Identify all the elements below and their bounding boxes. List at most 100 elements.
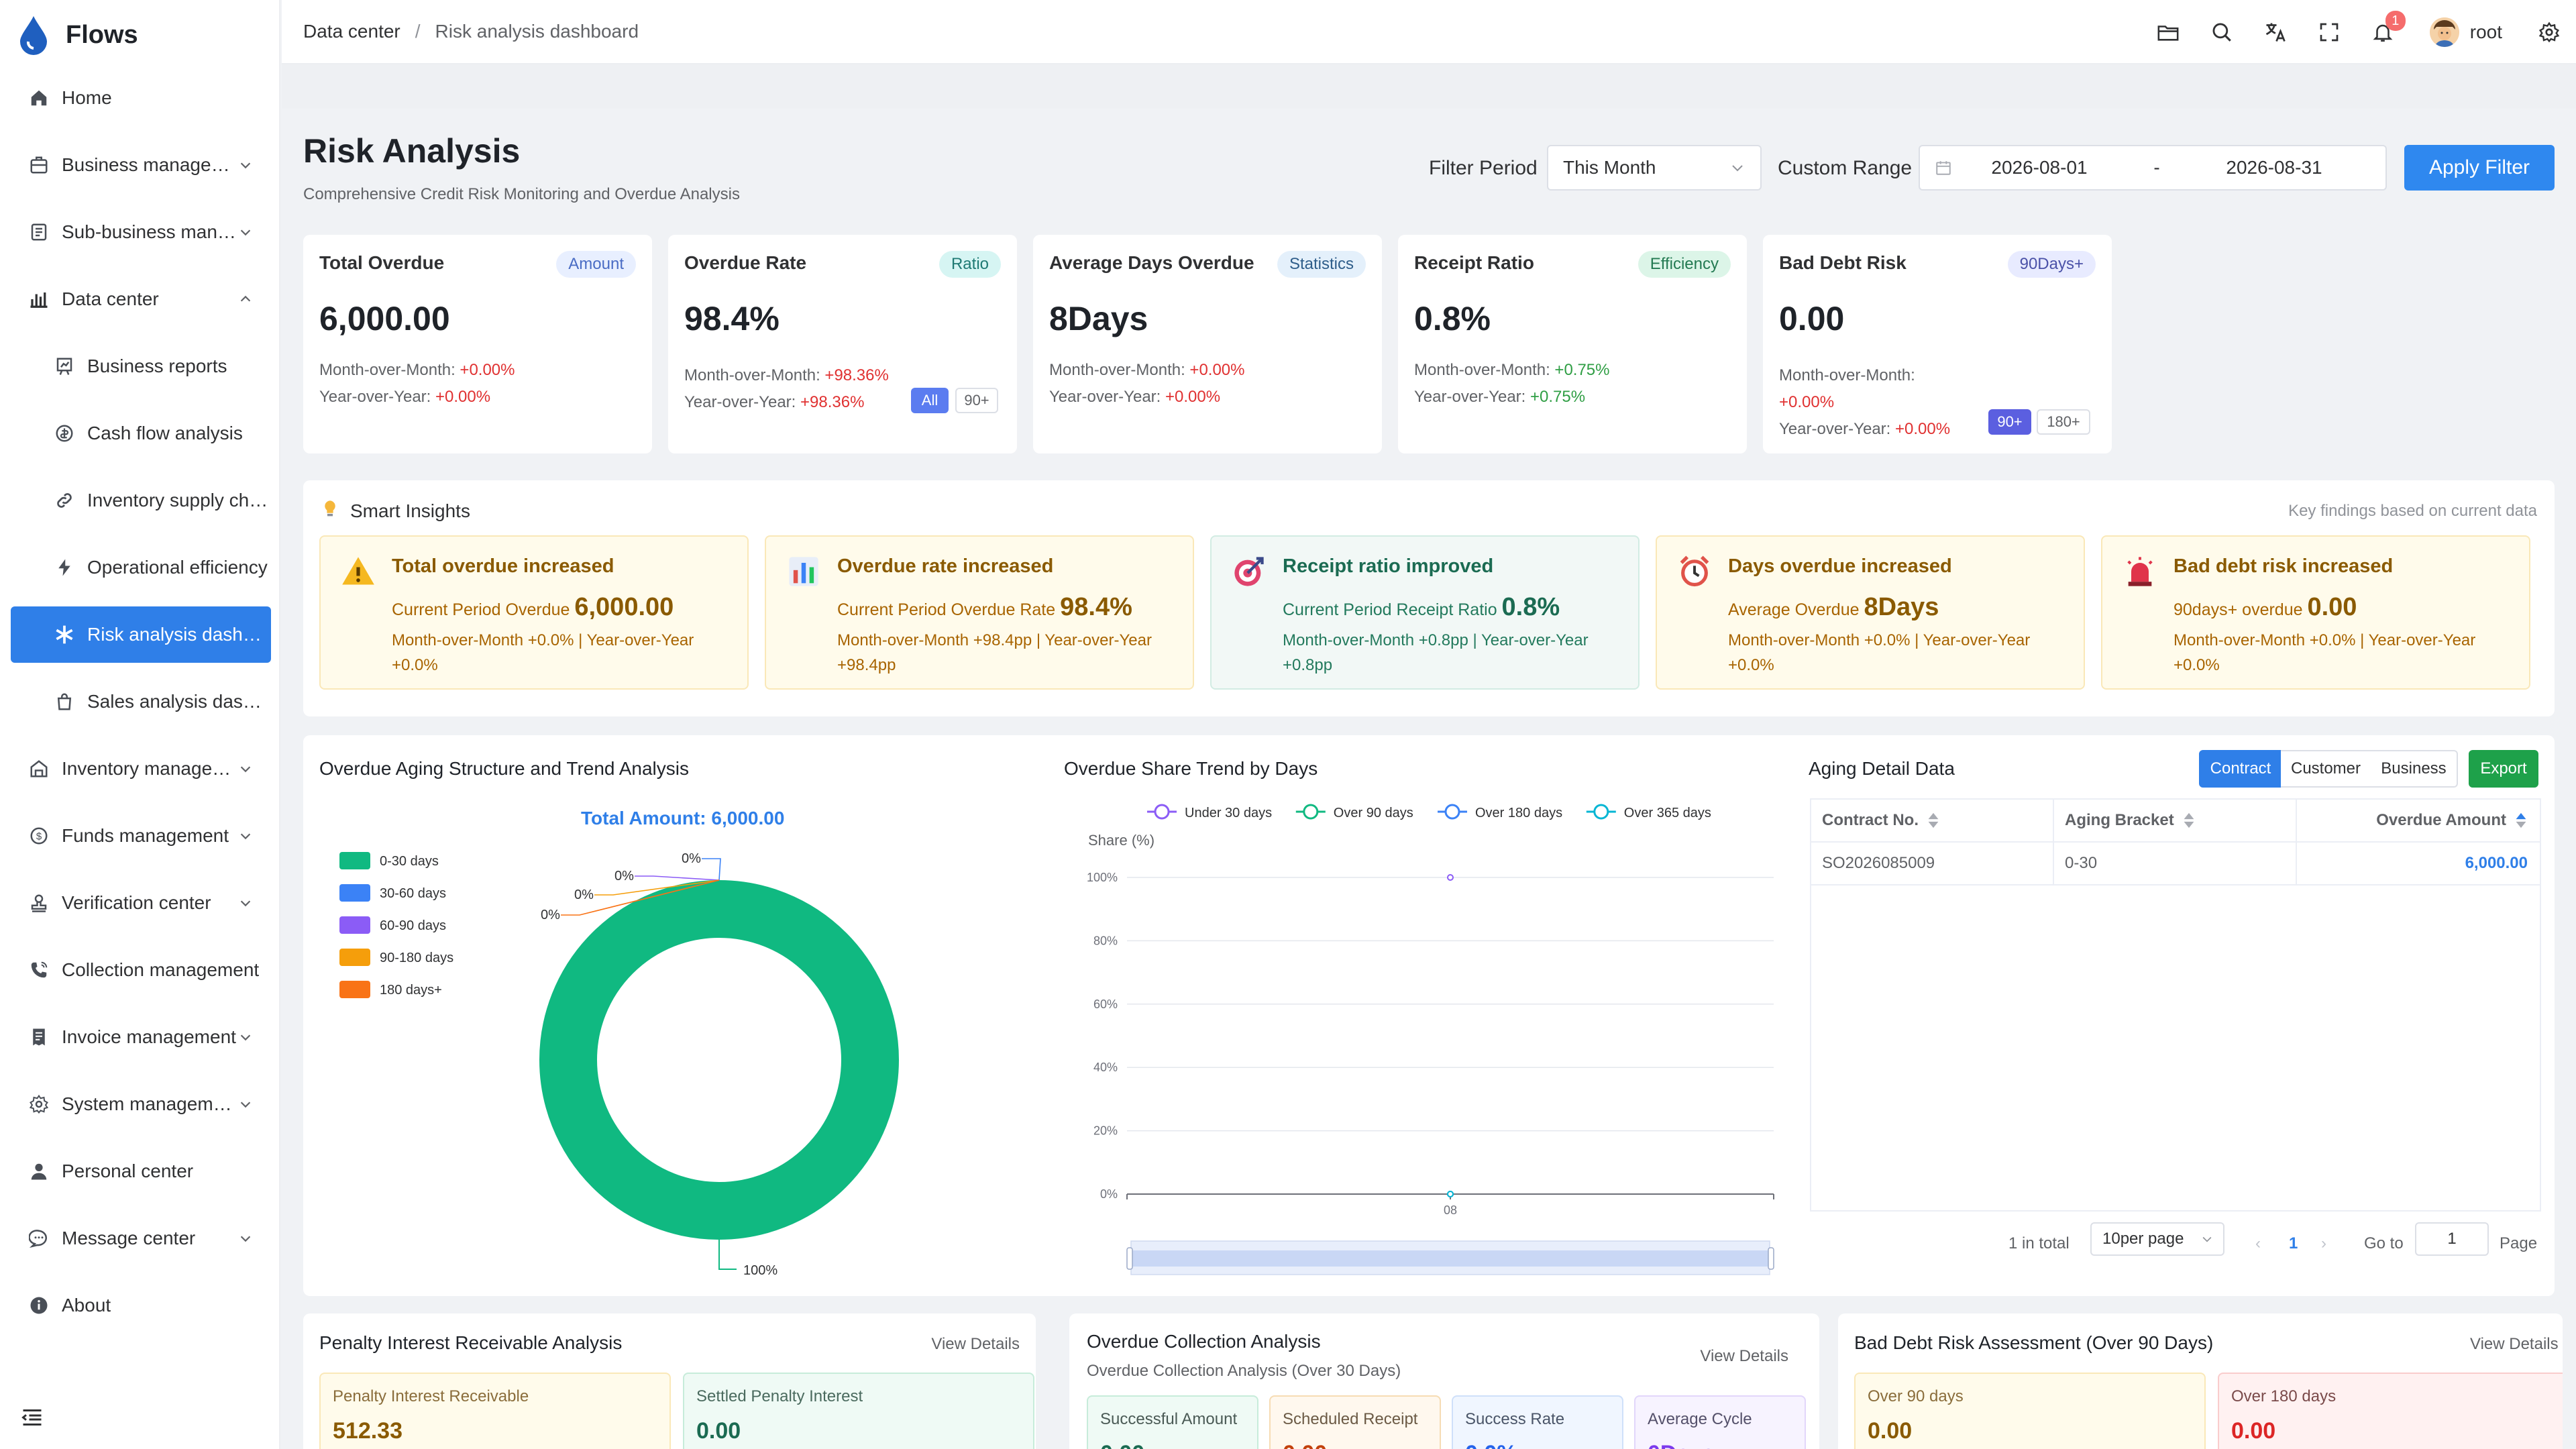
panel-subtitle: Overdue Collection Analysis (Over 30 Day… xyxy=(1087,1362,1401,1380)
slice-value-label: 0% xyxy=(574,888,594,902)
filter-period-value: This Month xyxy=(1563,157,1656,178)
column-header-aging-bracket[interactable]: Aging Bracket xyxy=(2054,800,2297,843)
sidebar-item-cash-flow-analysis[interactable]: Cash flow analysis xyxy=(11,405,271,462)
card-value: 0.00 xyxy=(1868,1418,1913,1444)
breadcrumb-item-data-center[interactable]: Data center xyxy=(303,21,400,42)
next-page-icon[interactable]: › xyxy=(2321,1234,2326,1252)
table-cell-overdue-amount[interactable]: 6,000.00 xyxy=(2297,843,2540,885)
bar-chart-icon xyxy=(27,287,51,311)
insight-card: Overdue rate increased Current Period Ov… xyxy=(765,535,1194,690)
insight-card: Bad debt risk increased 90days+ overdue … xyxy=(2101,535,2530,690)
collapse-sidebar-icon[interactable] xyxy=(20,1405,44,1430)
view-details-link[interactable]: View Details xyxy=(2470,1335,2559,1353)
page-size-select[interactable]: 10per page xyxy=(2090,1222,2224,1256)
legend-label: Under 30 days xyxy=(1185,806,1272,820)
legend-marker xyxy=(1154,804,1170,820)
sidebar-item-operational-efficiency[interactable]: Operational efficiency xyxy=(11,539,271,596)
sidebar-item-business-management[interactable]: Business management xyxy=(11,137,271,193)
sidebar-item-label: Verification center xyxy=(62,892,211,913)
sidebar-item-verification-center[interactable]: Verification center xyxy=(11,875,271,931)
legend-label: Over 90 days xyxy=(1334,806,1413,820)
filter-period-select[interactable]: This Month xyxy=(1547,145,1762,191)
shopping-bag-icon xyxy=(52,690,76,714)
legend-swatch xyxy=(339,949,370,966)
tab-business[interactable]: Business xyxy=(2371,750,2458,788)
sidebar-item-personal-center[interactable]: Personal center xyxy=(11,1143,271,1199)
view-details-link[interactable]: View Details xyxy=(931,1335,1020,1353)
filter-90-plus-toggle[interactable]: 90+ xyxy=(1988,409,2031,435)
view-details-link[interactable]: View Details xyxy=(1700,1347,1788,1365)
legend-label: Over 365 days xyxy=(1624,806,1711,820)
start-date[interactable]: 2026-08-01 xyxy=(1991,157,2088,178)
sidebar-item-message-center[interactable]: Message center xyxy=(11,1210,271,1267)
bad-debt-assessment-panel: Bad Debt Risk Assessment (Over 90 Days) … xyxy=(1838,1313,2563,1449)
card-value: 0.0% xyxy=(1465,1441,1517,1449)
legend-swatch xyxy=(339,852,370,869)
sidebar-item-label: Business management xyxy=(62,154,236,175)
user-icon xyxy=(27,1159,51,1183)
column-header-contract-no[interactable]: Contract No. xyxy=(1811,800,2054,843)
sidebar-item-risk-analysis-dashboard[interactable]: Risk analysis dashboard xyxy=(11,606,271,663)
kpi-title: Overdue Rate xyxy=(684,252,807,273)
filter-all-toggle[interactable]: All xyxy=(911,388,949,413)
asterisk-icon xyxy=(52,623,76,647)
page-number[interactable]: 1 xyxy=(2289,1234,2298,1252)
legend-label: Over 180 days xyxy=(1475,806,1562,820)
sidebar-item-system-management[interactable]: System management xyxy=(11,1076,271,1132)
sidebar-item-label: Home xyxy=(62,87,112,108)
sidebar-item-sub-business-management[interactable]: Sub-business management xyxy=(11,204,271,260)
filter-180-plus-toggle[interactable]: 180+ xyxy=(2037,409,2090,435)
tab-customer[interactable]: Customer xyxy=(2281,750,2372,788)
legend-label: 180 days+ xyxy=(380,983,442,998)
legend-swatch xyxy=(339,981,370,998)
sort-icon[interactable] xyxy=(1927,812,1940,829)
sidebar: Flows Home Business management Sub-busin… xyxy=(0,0,280,1449)
fullscreen-icon[interactable] xyxy=(2316,19,2343,46)
tabs-bar xyxy=(282,64,2576,109)
page-label: Page xyxy=(2500,1234,2538,1252)
kpi-badge: 90Days+ xyxy=(2007,251,2096,278)
y-tick-label: 80% xyxy=(1093,934,1118,947)
insight-prefix: Current Period Receipt Ratio xyxy=(1283,600,1497,619)
sidebar-item-invoice-management[interactable]: Invoice management xyxy=(11,1009,271,1065)
user-menu[interactable]: root xyxy=(2429,17,2502,47)
y-axis-label: Share (%) xyxy=(1088,832,1155,849)
sidebar-item-home[interactable]: Home xyxy=(11,70,271,126)
sidebar-item-business-reports[interactable]: Business reports xyxy=(11,338,271,394)
tab-contract[interactable]: Contract xyxy=(2199,750,2282,788)
sidebar-item-sales-analysis-dashboard[interactable]: Sales analysis dashboard xyxy=(11,674,271,730)
goto-page-input[interactable]: 1 xyxy=(2415,1222,2489,1256)
sidebar-item-data-center[interactable]: Data center xyxy=(11,271,271,327)
export-button[interactable]: Export xyxy=(2469,750,2538,788)
legend-label: 30-60 days xyxy=(380,886,446,901)
mom-value: +98.36% xyxy=(824,366,889,384)
over-90-days-card: Over 90 days 0.00 xyxy=(1854,1373,2206,1449)
card-value: 0.00 xyxy=(1100,1441,1144,1449)
insights-note: Key findings based on current data xyxy=(2288,502,2537,520)
translate-icon[interactable] xyxy=(2262,19,2289,46)
notification-bell-icon[interactable]: 1 xyxy=(2369,11,2406,46)
sidebar-item-about[interactable]: About xyxy=(11,1277,271,1334)
insight-prefix: Current Period Overdue xyxy=(392,600,570,619)
panel-title: Overdue Collection Analysis xyxy=(1087,1331,1321,1352)
sidebar-item-collection-management[interactable]: Collection management xyxy=(11,942,271,998)
insight-value: 0.8% xyxy=(1501,593,1560,621)
sidebar-item-inventory-supply-chain[interactable]: Inventory supply chain xyxy=(11,472,271,529)
apply-filter-button[interactable]: Apply Filter xyxy=(2404,145,2555,191)
settings-gear-icon[interactable] xyxy=(2536,19,2563,46)
sidebar-item-inventory-management[interactable]: Inventory management xyxy=(11,741,271,797)
search-icon[interactable] xyxy=(2208,19,2235,46)
insight-card: Receipt ratio improved Current Period Re… xyxy=(1210,535,1640,690)
column-header-overdue-amount[interactable]: Overdue Amount xyxy=(2297,800,2540,843)
overdue-collection-panel: Overdue Collection Analysis Overdue Coll… xyxy=(1069,1313,1819,1449)
folder-icon[interactable] xyxy=(2155,19,2182,46)
date-range-picker[interactable]: 2026-08-01 - 2026-08-31 xyxy=(1919,145,2387,191)
sidebar-item-funds-management[interactable]: $ Funds management xyxy=(11,808,271,864)
sort-icon[interactable] xyxy=(2514,812,2528,829)
y-tick-label: 0% xyxy=(1100,1187,1118,1201)
filter-90-toggle[interactable]: 90+ xyxy=(955,388,998,413)
end-date[interactable]: 2026-08-31 xyxy=(2226,157,2322,178)
chevron-down-icon xyxy=(236,1028,255,1046)
prev-page-icon[interactable]: ‹ xyxy=(2255,1234,2261,1252)
sort-icon[interactable] xyxy=(2182,812,2196,829)
